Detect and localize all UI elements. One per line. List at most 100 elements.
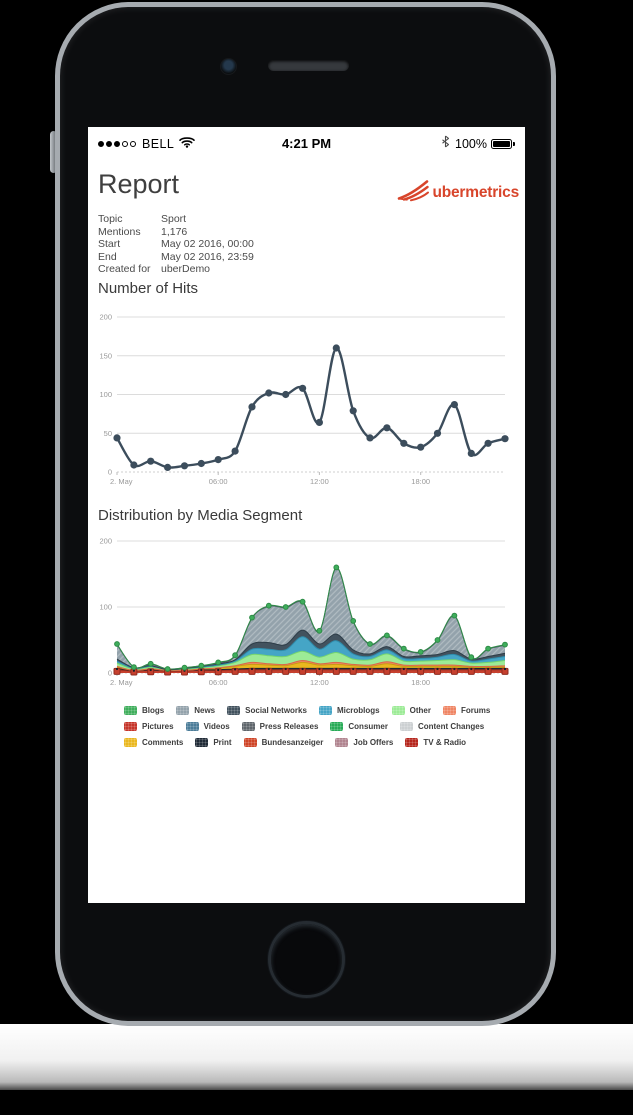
screen: BELL 4:21 PM 100%	[88, 127, 525, 903]
svg-text:100: 100	[99, 603, 112, 612]
legend-swatch	[124, 706, 137, 715]
svg-text:06:00: 06:00	[209, 477, 228, 486]
page-title: Report	[98, 169, 180, 199]
report-header: Report ubermetrics	[98, 169, 519, 207]
signal-dot	[98, 140, 104, 147]
legend-item-consumer: Consumer	[330, 722, 388, 731]
legend-swatch	[124, 722, 137, 731]
legend-label: Content Changes	[417, 722, 485, 731]
meta-row: End May 02 2016, 23:59	[98, 251, 254, 264]
legend-swatch	[243, 738, 257, 747]
svg-text:100: 100	[99, 390, 112, 399]
legend-item-microblogs: Microblogs	[318, 706, 380, 715]
bluetooth-icon	[441, 135, 450, 153]
svg-text:200: 200	[99, 313, 112, 322]
svg-text:0: 0	[108, 669, 112, 678]
meta-label: End	[98, 250, 117, 263]
legend-label: Job Offers	[353, 738, 394, 747]
legend-label: Videos	[203, 722, 230, 731]
legend-swatch	[335, 738, 349, 747]
legend-swatch	[442, 706, 456, 715]
signal-dot	[130, 140, 136, 147]
surface-shadow	[0, 1024, 633, 1090]
legend-label: Other	[409, 706, 431, 715]
signal-dots	[98, 140, 138, 147]
meta-value: 1,176	[161, 225, 188, 238]
signal-dot	[122, 140, 128, 147]
legend-label: Pictures	[142, 722, 174, 731]
status-time: 4:21 PM	[281, 136, 332, 151]
legend-label: Social Networks	[245, 706, 307, 715]
legend-item-content-changes: Content Changes	[399, 722, 485, 731]
meta-row: Mentions 1,176	[98, 226, 254, 239]
meta-value: uberDemo	[161, 263, 211, 276]
svg-text:0: 0	[108, 468, 112, 477]
wifi-icon	[179, 135, 195, 153]
legend-label: Consumer	[348, 722, 388, 731]
hits-line-chart: 0 50 100 150 200 2. May 06:00 12:00 18:00	[99, 313, 509, 486]
legend-label: TV & Radio	[423, 738, 467, 747]
svg-text:18:00: 18:00	[411, 477, 430, 486]
legend-label: Bundesanzeiger	[261, 738, 324, 747]
meta-value: May 02 2016, 23:59	[161, 250, 254, 263]
battery-icon	[491, 138, 516, 149]
meta-label: Mentions	[98, 225, 141, 238]
distribution-stacked-chart: 0 100 200 2. May 06:00 12:00 18:00	[99, 537, 509, 687]
volume-button[interactable]	[50, 131, 57, 173]
legend-swatch	[391, 706, 405, 715]
signal-dot	[114, 140, 120, 147]
legend-item-press-releases: Press Releases	[241, 722, 318, 731]
legend-item-pictures: Pictures	[124, 722, 174, 731]
legend-label: Comments	[142, 738, 184, 747]
legend-item-news: News	[176, 706, 215, 715]
legend-item-social-networks: Social Networks	[227, 706, 307, 715]
meta-label: Topic	[98, 213, 123, 225]
legend-swatch	[195, 738, 209, 747]
home-button[interactable]	[268, 921, 345, 998]
legend-swatch	[399, 722, 413, 731]
legend-label: Print	[213, 738, 232, 747]
legend-item-forums: Forums	[442, 706, 491, 715]
svg-text:200: 200	[99, 537, 112, 546]
section-title-distribution: Distribution by Media Segment	[98, 507, 303, 524]
legend-swatch	[241, 722, 255, 731]
legend-item-bundesanzeiger: Bundesanzeiger	[243, 738, 324, 747]
legend-row: Pictures Videos Press Releases Consumer Cont…	[124, 722, 521, 731]
legend: Blogs News Social Networks Microblogs Other F…	[124, 706, 521, 754]
legend-item-blogs: Blogs	[124, 706, 164, 715]
status-bar-left: BELL	[98, 135, 282, 153]
legend-item-other: Other	[391, 706, 431, 715]
legend-label: Forums	[460, 706, 491, 715]
legend-swatch	[227, 706, 241, 715]
legend-item-tv-radio: TV & Radio	[405, 738, 466, 747]
ubermetrics-logo-icon	[397, 179, 430, 207]
legend-swatch	[124, 738, 137, 747]
signal-dot	[106, 140, 112, 147]
svg-text:12:00: 12:00	[310, 477, 329, 486]
svg-text:06:00: 06:00	[209, 678, 228, 687]
section-title-hits: Number of Hits	[98, 280, 199, 297]
legend-swatch	[176, 706, 190, 715]
legend-item-comments: Comments	[124, 738, 183, 747]
svg-text:2. May: 2. May	[110, 477, 133, 486]
front-camera	[220, 58, 237, 75]
meta-value: May 02 2016, 00:00	[161, 238, 254, 251]
meta-label: Start	[98, 238, 121, 251]
battery-percent: 100%	[455, 136, 488, 151]
legend-row: Comments Print Bundesanzeiger Job Offers TV …	[124, 738, 521, 747]
svg-text:50: 50	[104, 429, 112, 438]
meta-row: Start May 02 2016, 00:00	[98, 238, 254, 251]
svg-text:150: 150	[99, 351, 112, 360]
meta-table: Topic Sport Mentions 1,176 Start May 02 2016,…	[98, 213, 254, 276]
svg-text:2. May: 2. May	[110, 678, 133, 687]
meta-value: Sport	[161, 213, 187, 225]
legend-label: Microblogs	[336, 706, 380, 715]
meta-row: Created for uberDemo	[98, 263, 254, 276]
meta-label: Created for	[98, 263, 151, 276]
legend-swatch	[405, 738, 419, 747]
status-bar: BELL 4:21 PM 100%	[88, 127, 525, 160]
legend-item-print: Print	[195, 738, 232, 747]
status-bar-right: 100%	[331, 135, 516, 153]
legend-item-videos: Videos	[185, 722, 230, 731]
